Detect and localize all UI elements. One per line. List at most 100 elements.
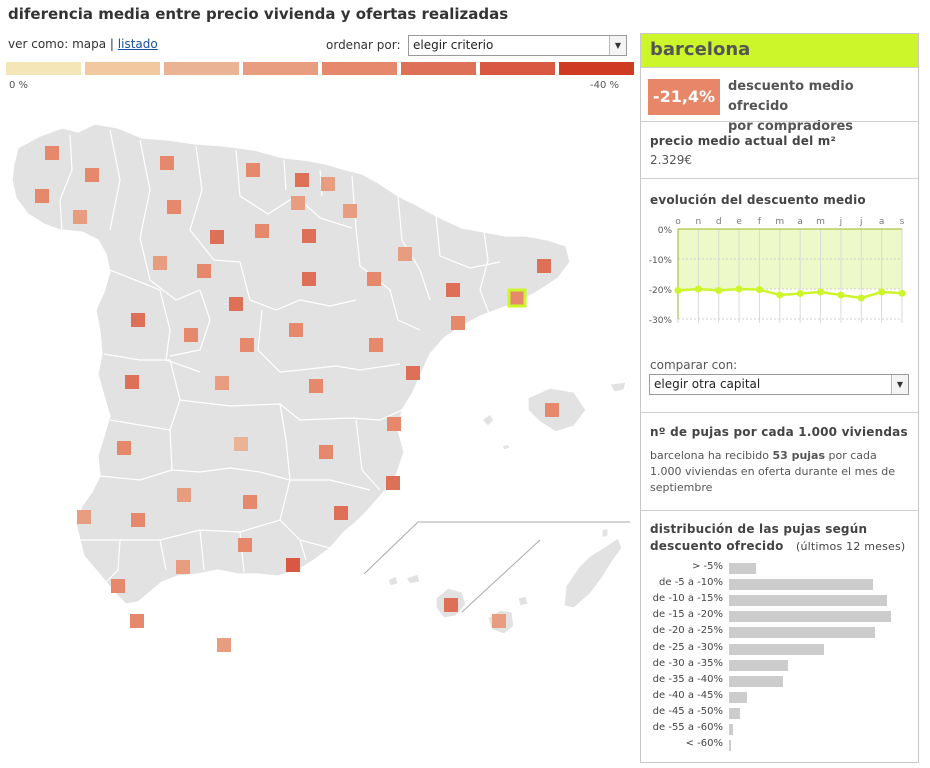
- province-marker[interactable]: [387, 417, 401, 431]
- province-marker[interactable]: [343, 204, 357, 218]
- province-marker[interactable]: [160, 156, 174, 170]
- view-as-label: ver como:: [8, 37, 69, 51]
- province-marker[interactable]: [45, 146, 59, 160]
- province-marker[interactable]: [217, 638, 231, 652]
- province-marker[interactable]: [319, 445, 333, 459]
- province-marker[interactable]: [444, 598, 458, 612]
- view-as-list-link[interactable]: listado: [117, 37, 158, 51]
- province-marker[interactable]: [446, 283, 460, 297]
- province-marker[interactable]: [406, 366, 420, 380]
- evolution-title: evolución del descuento medio: [650, 193, 866, 207]
- province-marker[interactable]: [176, 560, 190, 574]
- province-marker[interactable]: [85, 168, 99, 182]
- province-marker[interactable]: [167, 200, 181, 214]
- chart-month-label: j: [859, 217, 863, 227]
- distribution-row: de -30 a -35%: [641, 657, 920, 673]
- province-marker[interactable]: [117, 441, 131, 455]
- distribution-bar: [729, 611, 891, 623]
- chart-point: [817, 288, 825, 296]
- province-marker[interactable]: [77, 510, 91, 524]
- chart-month-label: e: [736, 217, 742, 227]
- chevron-down-icon[interactable]: ▼: [609, 36, 626, 55]
- distribution-row: < -60%: [641, 737, 920, 753]
- province-marker[interactable]: [367, 272, 381, 286]
- chart-month-label: o: [675, 217, 681, 227]
- province-marker[interactable]: [243, 495, 257, 509]
- province-marker[interactable]: [246, 163, 260, 177]
- province-marker[interactable]: [334, 506, 348, 520]
- province-marker[interactable]: [131, 313, 145, 327]
- canary-inset-frame: [363, 521, 630, 613]
- province-marker[interactable]: [302, 272, 316, 286]
- province-marker[interactable]: [286, 558, 300, 572]
- province-marker[interactable]: [125, 375, 139, 389]
- color-scale: [6, 62, 634, 75]
- distribution-bar: [729, 740, 731, 752]
- distribution-section: distribución de las pujas según descuent…: [641, 510, 918, 764]
- city-name: barcelona: [641, 34, 918, 67]
- province-marker[interactable]: [302, 229, 316, 243]
- province-marker[interactable]: [369, 338, 383, 352]
- spain-map[interactable]: [0, 100, 635, 660]
- province-marker[interactable]: [545, 403, 559, 417]
- province-marker[interactable]: [177, 488, 191, 502]
- province-marker[interactable]: [210, 230, 224, 244]
- province-marker[interactable]: [111, 579, 125, 593]
- province-marker[interactable]: [238, 538, 252, 552]
- province-marker[interactable]: [130, 614, 144, 628]
- chart-point: [776, 291, 784, 299]
- distribution-bar: [729, 563, 757, 574]
- discount-badge: -21,4%: [648, 79, 720, 115]
- chart-point: [735, 285, 743, 293]
- distribution-bar: [729, 675, 784, 687]
- bids-count: 53 pujas: [772, 449, 826, 462]
- scale-step: [6, 62, 81, 75]
- compare-label: comparar con:: [650, 358, 738, 372]
- view-as-map: mapa: [72, 37, 107, 51]
- chart-month-label: s: [900, 217, 905, 227]
- chart-point: [674, 287, 682, 294]
- distribution-row: > -5%: [641, 560, 920, 576]
- selected-province-marker[interactable]: [507, 288, 527, 308]
- chart-ytick-label: 0%: [658, 226, 673, 236]
- chevron-down-icon[interactable]: ▼: [891, 375, 908, 394]
- province-marker[interactable]: [197, 264, 211, 278]
- province-marker[interactable]: [184, 328, 198, 342]
- province-marker[interactable]: [386, 476, 400, 490]
- province-borders: [59, 129, 501, 583]
- distribution-label: de -20 a -25%: [652, 625, 723, 637]
- province-marker[interactable]: [240, 338, 254, 352]
- province-markers[interactable]: [35, 146, 559, 652]
- province-marker[interactable]: [131, 513, 145, 527]
- province-marker[interactable]: [289, 323, 303, 337]
- province-marker[interactable]: [321, 177, 335, 191]
- distribution-label: de -10 a -15%: [652, 593, 723, 605]
- province-marker[interactable]: [537, 259, 551, 273]
- province-marker[interactable]: [451, 316, 465, 330]
- chart-month-label: m: [816, 217, 825, 227]
- distribution-row: de -45 a -50%: [641, 705, 920, 721]
- compare-select[interactable]: elegir otra capital ▼: [649, 374, 909, 395]
- province-marker[interactable]: [295, 173, 309, 187]
- view-as-control: ver como: mapa | listado: [8, 37, 158, 51]
- distribution-row: de -55 a -60%: [641, 721, 920, 737]
- distribution-bar: [729, 627, 875, 639]
- province-marker[interactable]: [73, 210, 87, 224]
- discount-section: -21,4% descuento medio ofrecido por comp…: [641, 67, 918, 134]
- province-marker[interactable]: [492, 614, 506, 628]
- province-marker[interactable]: [398, 247, 412, 261]
- province-marker[interactable]: [229, 297, 243, 311]
- province-marker[interactable]: [153, 256, 167, 270]
- province-marker[interactable]: [291, 196, 305, 210]
- scale-min-label: 0 %: [9, 80, 29, 91]
- scale-step: [243, 62, 318, 75]
- province-marker[interactable]: [35, 189, 49, 203]
- province-marker[interactable]: [215, 376, 229, 390]
- province-marker[interactable]: [255, 224, 269, 238]
- province-marker[interactable]: [234, 437, 248, 451]
- distribution-title-line-1: distribución de las pujas según: [650, 522, 868, 536]
- chart-point: [715, 287, 723, 294]
- order-by-select[interactable]: elegir criterio ▼: [408, 35, 627, 56]
- distribution-label: > -5%: [691, 561, 723, 572]
- province-marker[interactable]: [309, 379, 323, 393]
